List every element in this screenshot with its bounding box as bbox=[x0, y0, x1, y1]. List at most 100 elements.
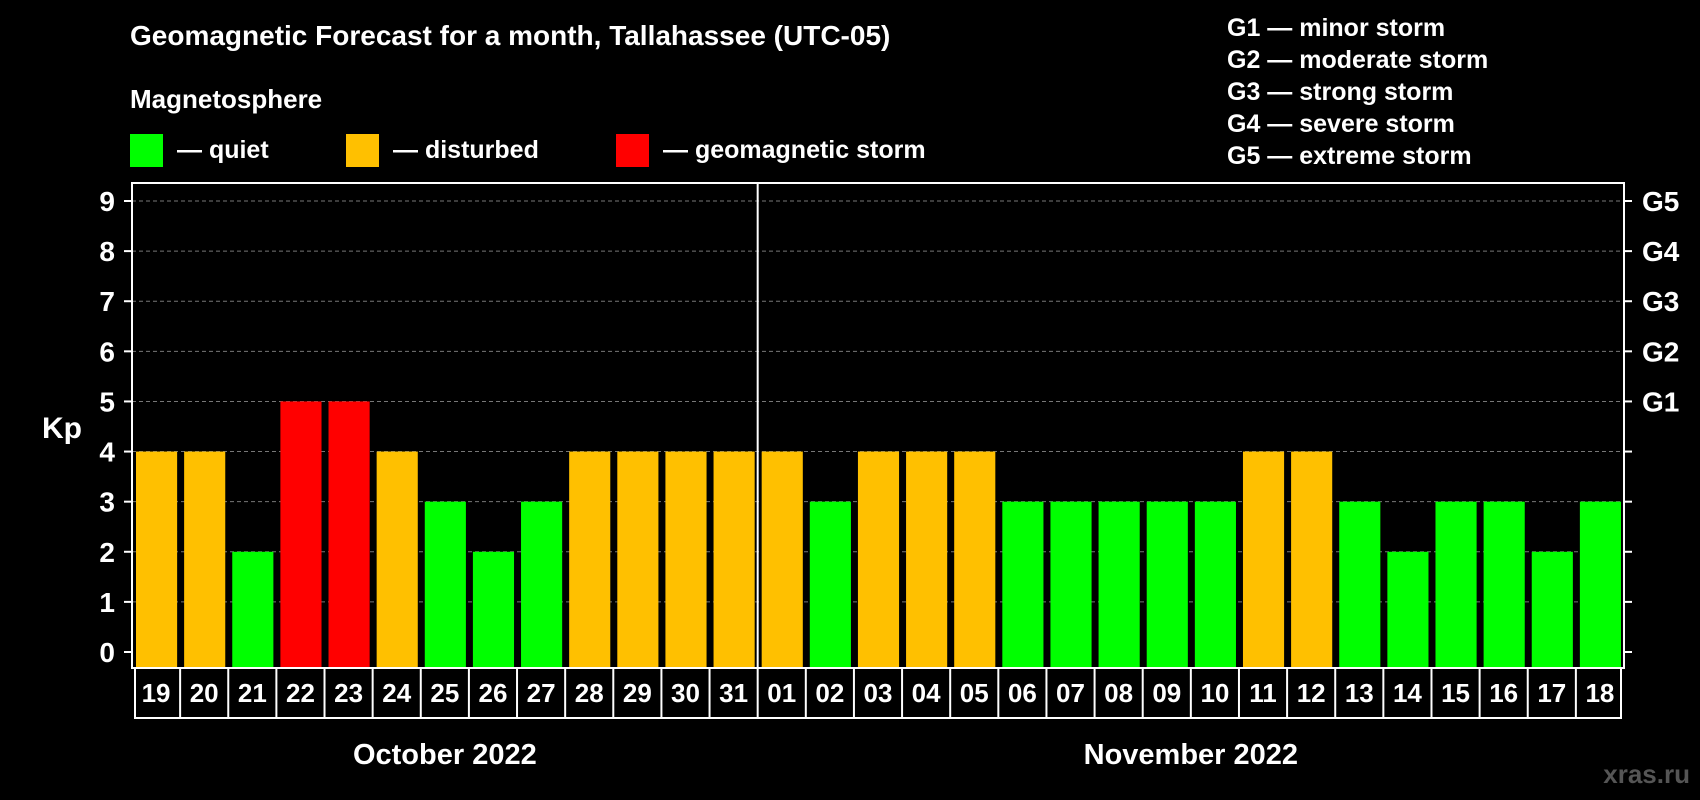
bar bbox=[1146, 501, 1188, 667]
x-tick-label: 02 bbox=[815, 678, 844, 708]
y-tick-label: 4 bbox=[99, 437, 115, 468]
bar bbox=[617, 451, 659, 667]
x-tick-label: 27 bbox=[527, 678, 556, 708]
bar bbox=[761, 451, 803, 667]
x-tick-label: 04 bbox=[912, 678, 941, 708]
y-tick-label: 1 bbox=[99, 587, 115, 618]
bar bbox=[1339, 501, 1381, 667]
x-tick-label: 28 bbox=[575, 678, 604, 708]
x-tick-label: 20 bbox=[190, 678, 219, 708]
y-tick-label: 7 bbox=[99, 286, 115, 317]
legend-label-disturbed: — disturbed bbox=[393, 135, 539, 164]
y-tick-label: 3 bbox=[99, 487, 115, 518]
bar bbox=[1483, 501, 1525, 667]
x-tick-label: 10 bbox=[1200, 678, 1229, 708]
storm-level-g5: G5 — extreme storm bbox=[1227, 142, 1472, 170]
right-axis-label: G4 bbox=[1642, 236, 1680, 267]
x-tick-label: 15 bbox=[1441, 678, 1470, 708]
bar bbox=[954, 451, 996, 667]
bar bbox=[328, 401, 370, 667]
bar bbox=[376, 451, 418, 667]
x-tick-label: 03 bbox=[864, 678, 893, 708]
x-tick-label: 01 bbox=[767, 678, 796, 708]
x-tick-label: 30 bbox=[671, 678, 700, 708]
legend-item-storm: — geomagnetic storm bbox=[616, 133, 926, 167]
x-tick-label: 19 bbox=[142, 678, 171, 708]
x-tick-label: 11 bbox=[1249, 678, 1277, 708]
x-tick-label: 25 bbox=[430, 678, 459, 708]
x-tick-label: 14 bbox=[1393, 678, 1422, 708]
x-tick-label: 05 bbox=[960, 678, 989, 708]
legend-item-quiet: — quiet bbox=[130, 133, 269, 167]
chart-title: Geomagnetic Forecast for a month, Tallah… bbox=[130, 20, 891, 51]
right-axis-label: G1 bbox=[1642, 386, 1679, 417]
right-axis-label: G5 bbox=[1642, 186, 1679, 217]
y-tick-label: 0 bbox=[99, 637, 115, 668]
y-tick-label: 5 bbox=[99, 386, 115, 417]
x-tick-label: 29 bbox=[623, 678, 652, 708]
y-tick-label: 8 bbox=[99, 236, 115, 267]
storm-level-g4: G4 — severe storm bbox=[1227, 110, 1455, 138]
x-tick-label: 21 bbox=[238, 678, 267, 708]
storm-level-list: G1 — minor storm G2 — moderate storm G3 … bbox=[1227, 12, 1488, 172]
bar bbox=[1050, 501, 1092, 667]
month-label: November 2022 bbox=[1084, 739, 1298, 771]
disturbed-swatch bbox=[346, 133, 379, 167]
bar bbox=[857, 451, 900, 667]
bar bbox=[280, 401, 322, 667]
bar bbox=[1579, 501, 1621, 667]
storm-level-g1: G1 — minor storm bbox=[1227, 14, 1446, 42]
legend-label-storm: — geomagnetic storm bbox=[663, 135, 926, 164]
y-tick-label: 2 bbox=[99, 537, 115, 568]
right-axis-label: G2 bbox=[1642, 336, 1679, 367]
legend-heading: Magnetosphere bbox=[130, 84, 323, 114]
bar bbox=[1242, 451, 1285, 667]
legend-label-quiet: — quiet bbox=[177, 135, 269, 164]
bar bbox=[569, 451, 611, 667]
bar bbox=[1291, 451, 1333, 667]
storm-level-g3: G3 — strong storm bbox=[1227, 78, 1454, 106]
bar bbox=[1531, 551, 1573, 667]
month-label: October 2022 bbox=[353, 739, 537, 771]
x-tick-label: 26 bbox=[479, 678, 508, 708]
right-axis-label: G3 bbox=[1642, 286, 1679, 317]
x-tick-label: 06 bbox=[1008, 678, 1037, 708]
bar bbox=[424, 501, 466, 667]
x-tick-label: 23 bbox=[334, 678, 363, 708]
x-tick-label: 09 bbox=[1152, 678, 1181, 708]
x-tick-label: 24 bbox=[382, 678, 411, 708]
x-tick-label: 07 bbox=[1056, 678, 1085, 708]
storm-swatch bbox=[616, 133, 649, 167]
bar bbox=[1387, 551, 1429, 667]
x-tick-label: 12 bbox=[1297, 678, 1326, 708]
x-tick-label: 13 bbox=[1345, 678, 1374, 708]
bar bbox=[184, 451, 226, 667]
bar bbox=[521, 501, 563, 667]
quiet-swatch bbox=[130, 133, 163, 167]
x-tick-label: 17 bbox=[1537, 678, 1566, 708]
x-tick-label: 22 bbox=[286, 678, 315, 708]
storm-level-g2: G2 — moderate storm bbox=[1227, 46, 1489, 74]
bar bbox=[906, 451, 948, 667]
legend-item-disturbed: — disturbed bbox=[346, 133, 539, 167]
y-tick-label: 9 bbox=[99, 186, 115, 217]
bar bbox=[665, 451, 707, 667]
bar bbox=[1002, 501, 1044, 667]
bar bbox=[1435, 501, 1477, 667]
x-tick-label: 16 bbox=[1489, 678, 1518, 708]
bar bbox=[713, 451, 755, 667]
bar bbox=[232, 551, 274, 667]
watermark: xras.ru bbox=[1603, 759, 1690, 789]
date-row-frame bbox=[134, 667, 1622, 719]
x-tick-label: 31 bbox=[719, 678, 748, 708]
y-axis-label: Kp bbox=[42, 412, 82, 445]
x-tick-label: 18 bbox=[1585, 678, 1614, 708]
bar bbox=[136, 451, 178, 667]
x-tick-label: 08 bbox=[1104, 678, 1133, 708]
bar bbox=[1098, 501, 1140, 667]
y-tick-label: 6 bbox=[99, 336, 115, 367]
bar bbox=[472, 551, 515, 667]
bar bbox=[809, 501, 851, 667]
bar bbox=[1194, 501, 1236, 667]
